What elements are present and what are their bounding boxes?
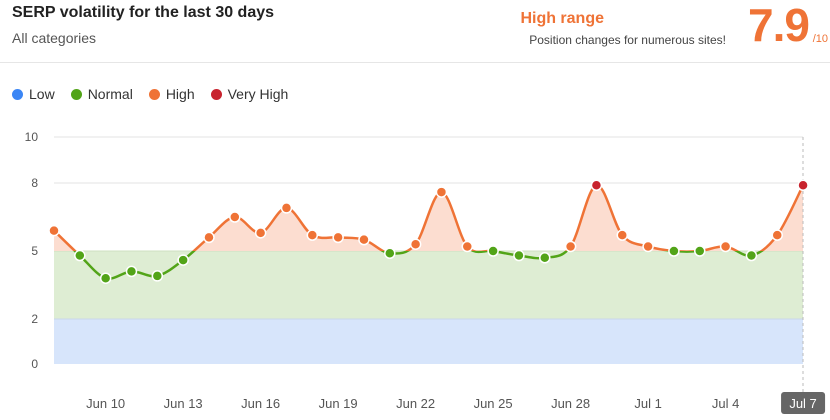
data-point xyxy=(694,245,706,257)
high-area-fill xyxy=(54,185,803,251)
data-point xyxy=(48,224,60,237)
data-point xyxy=(771,229,783,241)
data-point xyxy=(642,240,654,253)
x-tick-label: Jun 10 xyxy=(86,396,125,411)
legend-marker-high xyxy=(148,88,160,100)
range-description: Position changes for numerous sites! xyxy=(529,33,726,47)
data-point xyxy=(99,272,112,284)
y-tick-label: 5 xyxy=(31,244,38,258)
x-tick-label: Jun 19 xyxy=(319,396,358,411)
data-point xyxy=(668,245,680,257)
legend-item-low[interactable]: Low xyxy=(12,86,55,102)
x-tick-label: Jul 4 xyxy=(712,396,739,411)
volatility-score: 7.9 xyxy=(748,0,810,51)
legend-label-normal: Normal xyxy=(87,86,133,102)
data-point xyxy=(280,202,293,214)
legend-marker-normal xyxy=(70,88,82,100)
x-tick-label: Jun 25 xyxy=(474,396,513,411)
band-low xyxy=(54,319,803,364)
y-tick-label: 8 xyxy=(31,176,38,190)
header-divider xyxy=(0,62,830,63)
data-point xyxy=(564,240,577,253)
x-tick-label: Jul 1 xyxy=(634,396,661,411)
data-point xyxy=(719,240,732,253)
x-tick-label: Jun 16 xyxy=(241,396,280,411)
data-point xyxy=(254,227,267,239)
data-point xyxy=(616,229,629,241)
legend-item-high[interactable]: High xyxy=(148,86,195,102)
series-line-high xyxy=(53,184,805,251)
legend-item-very-high[interactable]: Very High xyxy=(210,86,289,102)
data-point xyxy=(125,265,138,278)
data-point xyxy=(177,254,189,266)
range-label: High range xyxy=(520,10,604,27)
y-tick-label: 10 xyxy=(25,130,39,144)
x-tick-label: Jul 7 xyxy=(789,396,816,411)
category-filter[interactable]: All categories xyxy=(12,30,97,46)
x-tick-label: Jun 13 xyxy=(164,396,203,411)
legend-marker-very-high xyxy=(210,88,222,100)
y-tick-label: 0 xyxy=(31,357,38,371)
data-point xyxy=(332,231,344,244)
data-point xyxy=(151,270,164,282)
x-tick-label: Jun 22 xyxy=(396,396,435,411)
data-point xyxy=(384,247,396,260)
data-point xyxy=(513,249,525,262)
y-tick-label: 2 xyxy=(31,312,38,326)
data-point xyxy=(590,179,603,192)
legend-marker-low xyxy=(12,88,23,100)
data-point xyxy=(461,240,474,253)
score-max: /10 xyxy=(812,33,828,45)
x-tick-highlight xyxy=(781,392,826,414)
data-point xyxy=(797,179,809,192)
legend: Low Normal High Very High xyxy=(12,86,288,102)
data-point xyxy=(203,231,215,244)
band-normal xyxy=(54,251,803,319)
legend-item-normal[interactable]: Normal xyxy=(70,86,133,102)
data-point xyxy=(74,249,86,262)
legend-label-low: Low xyxy=(29,86,55,102)
chart-title: SERP volatility for the last 30 days xyxy=(12,4,275,21)
data-point xyxy=(539,252,551,264)
data-point xyxy=(435,186,448,198)
data-point xyxy=(229,211,241,223)
data-point xyxy=(358,233,370,246)
data-point xyxy=(487,245,499,257)
legend-label-high: High xyxy=(165,86,195,102)
data-point xyxy=(306,229,319,241)
legend-label-very-high: Very High xyxy=(227,86,289,102)
data-point xyxy=(745,249,758,262)
x-tick-label: Jun 28 xyxy=(551,396,590,411)
data-point xyxy=(409,238,422,250)
